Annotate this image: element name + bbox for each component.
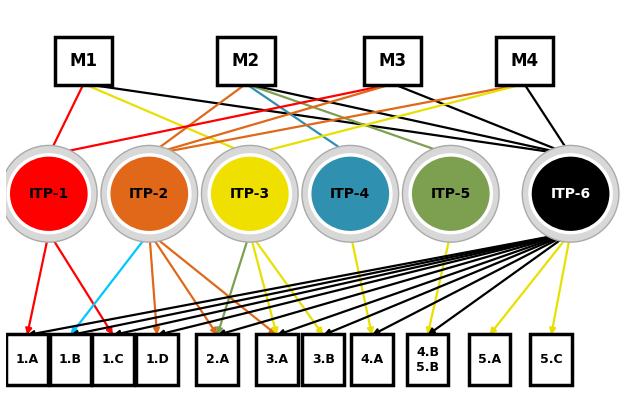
FancyBboxPatch shape: [531, 334, 572, 385]
FancyBboxPatch shape: [217, 37, 274, 85]
Ellipse shape: [1, 146, 97, 242]
Text: ITP-2: ITP-2: [129, 187, 170, 201]
Ellipse shape: [201, 146, 298, 242]
Ellipse shape: [8, 155, 90, 233]
FancyBboxPatch shape: [364, 37, 422, 85]
FancyBboxPatch shape: [302, 334, 344, 385]
Ellipse shape: [410, 155, 492, 233]
Text: 1.B: 1.B: [59, 353, 82, 366]
Text: M1: M1: [69, 52, 98, 70]
Ellipse shape: [522, 146, 619, 242]
Text: ITP-5: ITP-5: [430, 187, 471, 201]
Text: ITP-6: ITP-6: [550, 187, 591, 201]
Text: M2: M2: [232, 52, 260, 70]
Text: M4: M4: [510, 52, 538, 70]
Ellipse shape: [109, 155, 190, 233]
FancyBboxPatch shape: [256, 334, 298, 385]
FancyBboxPatch shape: [55, 37, 112, 85]
Text: ITP-1: ITP-1: [28, 187, 69, 201]
FancyBboxPatch shape: [50, 334, 91, 385]
Text: ITP-3: ITP-3: [230, 187, 270, 201]
FancyBboxPatch shape: [196, 334, 239, 385]
FancyBboxPatch shape: [351, 334, 393, 385]
Text: 1.C: 1.C: [102, 353, 124, 366]
FancyBboxPatch shape: [6, 334, 48, 385]
FancyBboxPatch shape: [469, 334, 510, 385]
Text: 3.B: 3.B: [312, 353, 334, 366]
Text: M3: M3: [379, 52, 407, 70]
Text: 5.A: 5.A: [478, 353, 501, 366]
Ellipse shape: [101, 146, 198, 242]
Ellipse shape: [403, 146, 499, 242]
Ellipse shape: [302, 146, 399, 242]
Text: 4.B
5.B: 4.B 5.B: [416, 346, 439, 374]
Text: 1.D: 1.D: [145, 353, 169, 366]
Text: 5.C: 5.C: [540, 353, 563, 366]
Text: ITP-4: ITP-4: [330, 187, 370, 201]
Text: 4.A: 4.A: [360, 353, 384, 366]
Ellipse shape: [209, 155, 290, 233]
Ellipse shape: [310, 155, 391, 233]
Text: 1.A: 1.A: [16, 353, 38, 366]
FancyBboxPatch shape: [495, 37, 553, 85]
FancyBboxPatch shape: [92, 334, 134, 385]
FancyBboxPatch shape: [407, 334, 449, 385]
Ellipse shape: [530, 155, 611, 233]
Text: 3.A: 3.A: [266, 353, 288, 366]
FancyBboxPatch shape: [136, 334, 178, 385]
Text: 2.A: 2.A: [206, 353, 229, 366]
